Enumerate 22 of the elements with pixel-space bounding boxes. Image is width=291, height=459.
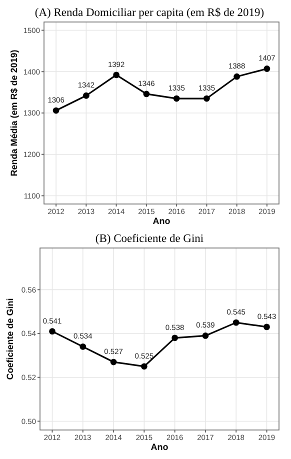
- point: [52, 107, 60, 114]
- point: [80, 343, 86, 350]
- point: [234, 73, 240, 80]
- point: [143, 90, 150, 98]
- point: [232, 319, 240, 326]
- point: [173, 95, 180, 102]
- point: [172, 334, 178, 342]
- point: [110, 358, 117, 366]
- point: [140, 363, 148, 370]
- point: [264, 66, 270, 72]
- chart-title: (A) Renda Domiciliar per capita (em R$ de 2019): [34, 7, 264, 19]
- point: [49, 328, 56, 335]
- x-axis-title: Ano: [152, 216, 171, 226]
- chart-title: (B) Coeficiente de Gini: [95, 233, 204, 245]
- point: [113, 72, 120, 78]
- y-axis-title: Renda Média (em R$ de 2019): [9, 50, 19, 176]
- point: [203, 95, 210, 102]
- point: [264, 324, 270, 330]
- point: [202, 332, 209, 339]
- point: [82, 92, 90, 99]
- x-axis-title: Ano: [150, 442, 169, 452]
- y-axis-title: Coeficiente de Gini: [5, 298, 15, 380]
